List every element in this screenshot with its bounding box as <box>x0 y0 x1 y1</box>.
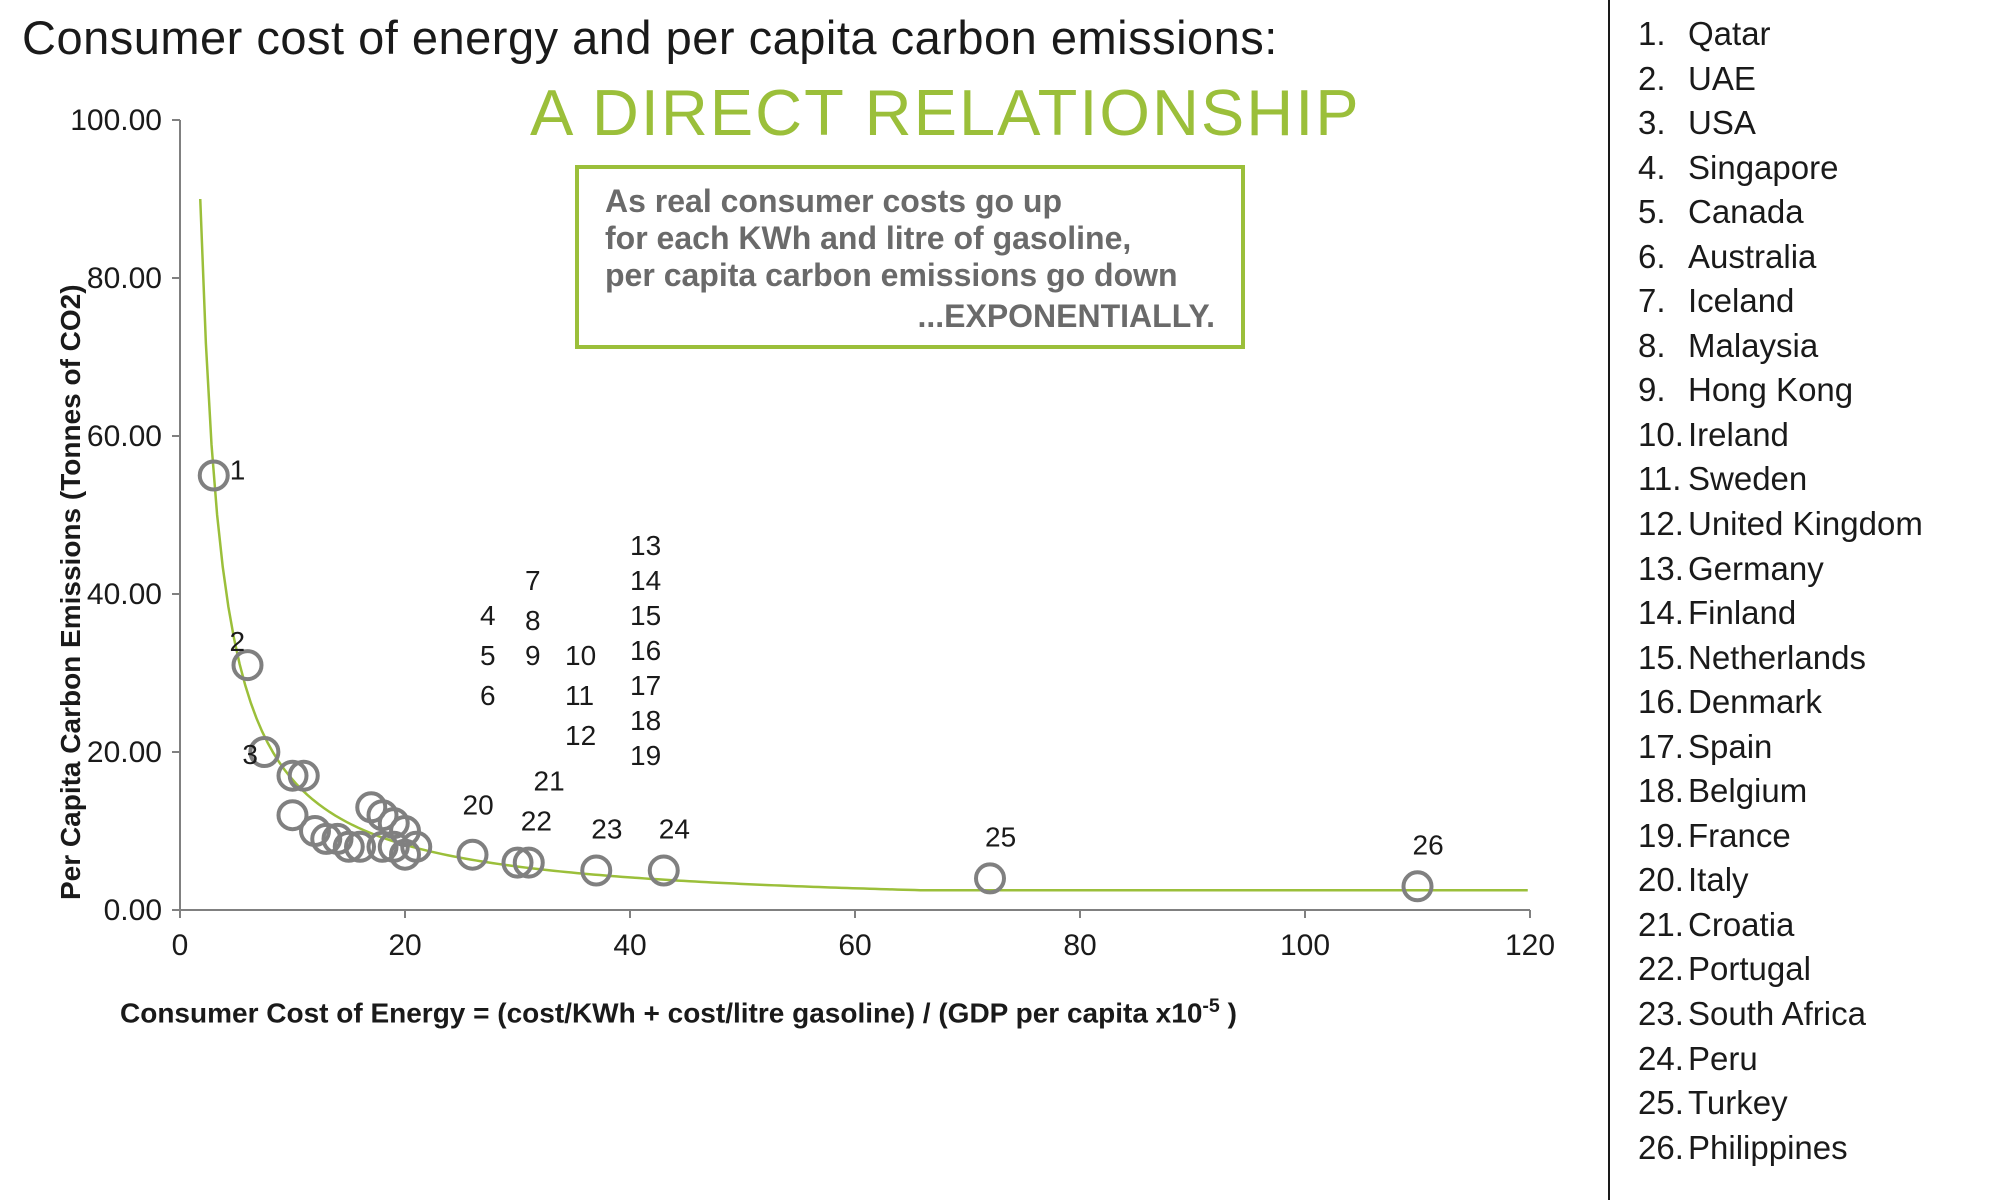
legend-item: 20.Italy <box>1638 858 1982 903</box>
svg-text:40.00: 40.00 <box>87 578 162 611</box>
point-label: 23 <box>591 814 622 845</box>
point-label: 1 <box>230 455 246 486</box>
svg-text:60: 60 <box>838 929 871 962</box>
point-label: 5 <box>480 640 496 671</box>
point-label: 6 <box>480 680 496 711</box>
point-label: 14 <box>630 565 661 596</box>
legend-item: 4.Singapore <box>1638 146 1982 191</box>
point-label: 16 <box>630 635 661 666</box>
legend-item: 26.Philippines <box>1638 1126 1982 1171</box>
legend-item: 8.Malaysia <box>1638 324 1982 369</box>
legend-item: 2.UAE <box>1638 57 1982 102</box>
chart-panel: Consumer cost of energy and per capita c… <box>0 0 1610 1200</box>
point-label: 3 <box>242 739 258 770</box>
legend-item: 22.Portugal <box>1638 947 1982 992</box>
point-label: 13 <box>630 530 661 561</box>
point-label: 26 <box>1413 829 1444 860</box>
point-label: 2 <box>230 626 246 657</box>
svg-text:100.00: 100.00 <box>70 104 162 137</box>
svg-text:100: 100 <box>1280 929 1330 962</box>
legend-item: 23.South Africa <box>1638 992 1982 1037</box>
point-label: 15 <box>630 600 661 631</box>
point-label: 12 <box>565 720 596 751</box>
data-point <box>582 857 610 885</box>
point-label: 7 <box>525 565 541 596</box>
legend-item: 7.Iceland <box>1638 279 1982 324</box>
legend-item: 1.Qatar <box>1638 12 1982 57</box>
legend-item: 3.USA <box>1638 101 1982 146</box>
point-label: 11 <box>565 680 594 711</box>
legend-item: 16.Denmark <box>1638 680 1982 725</box>
point-label: 25 <box>985 821 1016 852</box>
legend-item: 9.Hong Kong <box>1638 368 1982 413</box>
data-point <box>1404 872 1432 900</box>
legend-item: 13.Germany <box>1638 547 1982 592</box>
legend-item: 19.France <box>1638 814 1982 859</box>
svg-text:120: 120 <box>1505 929 1555 962</box>
point-label: 8 <box>525 605 541 636</box>
svg-text:20: 20 <box>388 929 421 962</box>
svg-text:60.00: 60.00 <box>87 420 162 453</box>
svg-text:40: 40 <box>613 929 646 962</box>
point-label: 10 <box>565 640 596 671</box>
legend-item: 14.Finland <box>1638 591 1982 636</box>
legend-item: 11.Sweden <box>1638 457 1982 502</box>
data-point <box>459 841 487 869</box>
legend-item: 10.Ireland <box>1638 413 1982 458</box>
legend-item: 6.Australia <box>1638 235 1982 280</box>
point-label: 21 <box>534 766 565 797</box>
data-point <box>976 864 1004 892</box>
point-label: 17 <box>630 670 661 701</box>
scatter-chart: 0.00 20.00 40.00 60.00 80.00 100.00 0 20 40 60 80 1… <box>0 0 1610 1200</box>
legend-item: 24.Peru <box>1638 1037 1982 1082</box>
legend-list: 1.Qatar2.UAE3.USA4.Singapore5.Canada6.Au… <box>1638 12 1982 1170</box>
legend-item: 21.Croatia <box>1638 903 1982 948</box>
svg-text:0: 0 <box>172 929 189 962</box>
legend-item: 17.Spain <box>1638 725 1982 770</box>
point-label: 24 <box>659 814 690 845</box>
legend-item: 5.Canada <box>1638 190 1982 235</box>
legend-panel: 1.Qatar2.UAE3.USA4.Singapore5.Canada6.Au… <box>1610 0 2000 1200</box>
svg-text:80: 80 <box>1063 929 1096 962</box>
legend-item: 18.Belgium <box>1638 769 1982 814</box>
point-label: 19 <box>630 740 661 771</box>
legend-item: 15.Netherlands <box>1638 636 1982 681</box>
legend-item: 25.Turkey <box>1638 1081 1982 1126</box>
svg-text:80.00: 80.00 <box>87 262 162 295</box>
svg-text:20.00: 20.00 <box>87 736 162 769</box>
point-label: 18 <box>630 705 661 736</box>
point-label: 20 <box>463 790 494 821</box>
point-label: 22 <box>521 806 552 837</box>
svg-text:0.00: 0.00 <box>104 894 162 927</box>
point-label: 4 <box>480 600 496 631</box>
legend-item: 12.United Kingdom <box>1638 502 1982 547</box>
point-label: 9 <box>525 640 541 671</box>
